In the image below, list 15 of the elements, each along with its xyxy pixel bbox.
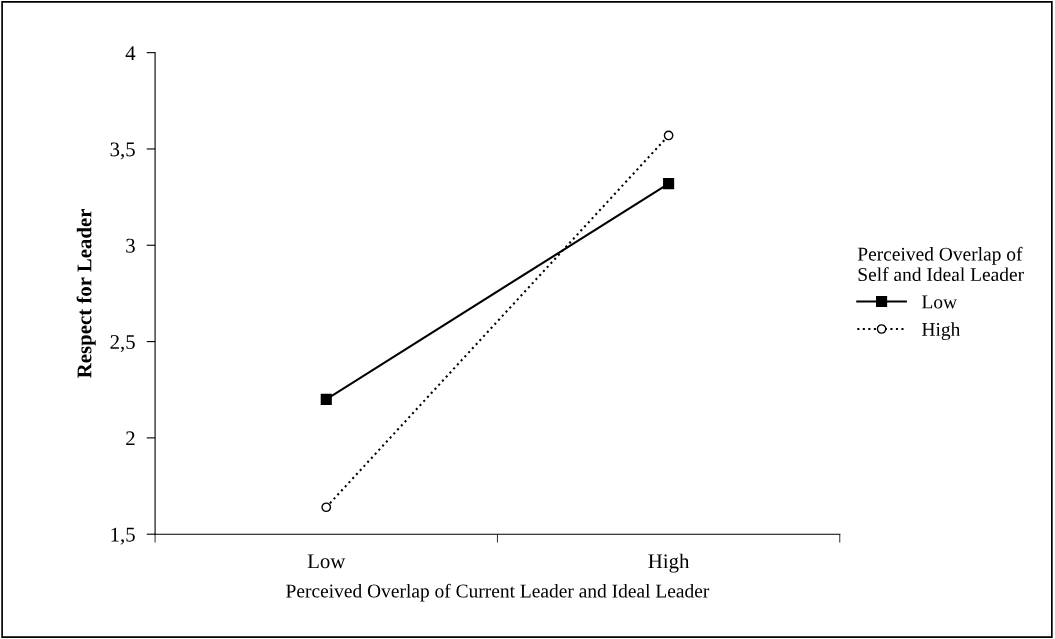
y-tick-label: 4 bbox=[125, 46, 136, 60]
point bbox=[663, 178, 675, 190]
legend-label: Low bbox=[922, 295, 957, 309]
point bbox=[320, 393, 332, 405]
point bbox=[321, 502, 332, 513]
point bbox=[663, 130, 674, 141]
legend-label: High bbox=[922, 322, 961, 341]
y-tick-label: 3 bbox=[126, 238, 135, 253]
y-axis-title: Respect for Leader bbox=[76, 209, 96, 378]
y-tick-label: 2,5 bbox=[110, 335, 135, 353]
legend-title: Perceived Overlap of Self and Ideal Leader bbox=[857, 246, 1024, 282]
y-tick-label: 1,5 bbox=[111, 527, 135, 545]
y-tick-label: 3,5 bbox=[110, 142, 135, 160]
x-axis-title: Perceived Overlap of Current Leader and Ideal Leader bbox=[286, 583, 710, 602]
y-tick-label: 2 bbox=[126, 431, 135, 446]
